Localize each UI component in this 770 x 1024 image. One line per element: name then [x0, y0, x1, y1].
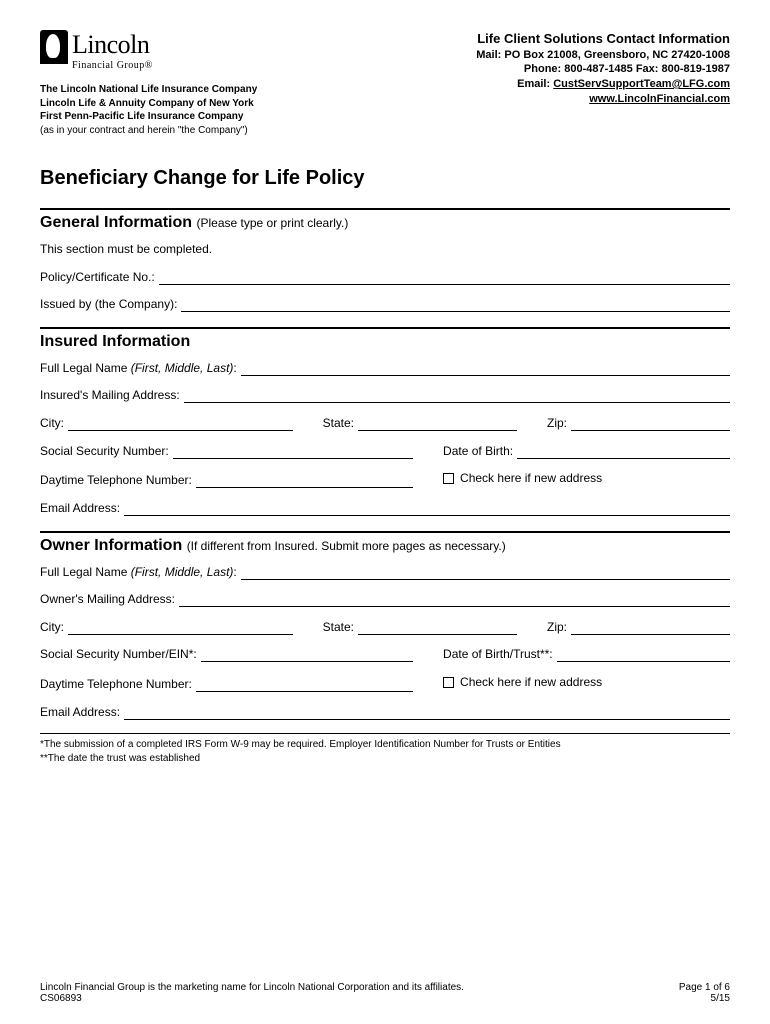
company-info: The Lincoln National Life Insurance Comp…: [40, 83, 257, 137]
insured-dob-label: Date of Birth:: [443, 438, 513, 466]
insured-zip-label: Zip:: [547, 410, 567, 438]
owner-header-text: Owner Information: [40, 537, 182, 554]
owner-newaddr-label: Check here if new address: [460, 669, 602, 697]
insured-city-input[interactable]: [68, 416, 293, 431]
logo-block: Lincoln Financial Group® The Lincoln Nat…: [40, 30, 257, 137]
owner-addr-label: Owner's Mailing Address:: [40, 586, 175, 614]
owner-email-input[interactable]: [124, 705, 730, 720]
general-header: General Information (Please type or prin…: [40, 214, 730, 232]
owner-header-note: (If different from Insured. Submit more …: [187, 539, 506, 553]
contact-title: Life Client Solutions Contact Informatio…: [476, 30, 730, 48]
owner-dob-input[interactable]: [557, 647, 730, 662]
owner-dob-label: Date of Birth/Trust**:: [443, 641, 553, 669]
owner-addr-input[interactable]: [179, 592, 730, 607]
insured-phone-label: Daytime Telephone Number:: [40, 467, 192, 495]
divider-thin: [40, 733, 730, 734]
owner-header: Owner Information (If different from Ins…: [40, 537, 730, 555]
footnotes: *The submission of a completed IRS Form …: [40, 738, 730, 766]
divider: [40, 208, 730, 210]
footer-formcode: CS06893: [40, 993, 464, 1004]
owner-city-input[interactable]: [68, 620, 293, 635]
footer-page: Page 1 of 6: [679, 982, 730, 993]
owner-zip-input[interactable]: [571, 620, 730, 635]
insured-state-input[interactable]: [358, 416, 517, 431]
owner-phone-input[interactable]: [196, 677, 413, 692]
owner-state-label: State:: [323, 614, 354, 642]
logo-subtitle: Financial Group®: [72, 60, 153, 71]
insured-addr-input[interactable]: [184, 388, 730, 403]
insured-addr-label: Insured's Mailing Address:: [40, 382, 180, 410]
issued-by-input[interactable]: [181, 297, 730, 312]
issued-by-label: Issued by (the Company):: [40, 291, 177, 319]
policy-no-input[interactable]: [159, 270, 730, 285]
footer-marketing: Lincoln Financial Group is the marketing…: [40, 982, 464, 993]
owner-newaddr-checkbox[interactable]: [443, 677, 454, 688]
owner-city-label: City:: [40, 614, 64, 642]
divider: [40, 531, 730, 533]
general-must: This section must be completed.: [40, 236, 730, 264]
insured-zip-input[interactable]: [571, 416, 730, 431]
insured-name-input[interactable]: [241, 361, 730, 376]
footnote-2: **The date the trust was established: [40, 752, 730, 766]
owner-zip-label: Zip:: [547, 614, 567, 642]
insured-newaddr-label: Check here if new address: [460, 465, 602, 493]
contact-mail: Mail: PO Box 21008, Greensboro, NC 27420…: [476, 48, 730, 63]
owner-ssn-label: Social Security Number/EIN*:: [40, 641, 197, 669]
insured-ssn-input[interactable]: [173, 444, 413, 459]
company-line-1: The Lincoln National Life Insurance Comp…: [40, 83, 257, 97]
insured-email-input[interactable]: [124, 501, 730, 516]
company-note: (as in your contract and herein "the Com…: [40, 124, 257, 138]
footer: Lincoln Financial Group is the marketing…: [40, 982, 730, 1004]
contact-email-label: Email:: [517, 78, 553, 90]
owner-state-input[interactable]: [358, 620, 517, 635]
owner-phone-label: Daytime Telephone Number:: [40, 671, 192, 699]
insured-ssn-label: Social Security Number:: [40, 438, 169, 466]
footer-date: 5/15: [679, 993, 730, 1004]
insured-header: Insured Information: [40, 333, 730, 351]
owner-email-label: Email Address:: [40, 699, 120, 727]
company-line-3: First Penn-Pacific Life Insurance Compan…: [40, 110, 257, 124]
insured-name-label: Full Legal Name (First, Middle, Last):: [40, 355, 237, 383]
insured-phone-input[interactable]: [196, 473, 413, 488]
contact-phone: Phone: 800-487-1485 Fax: 800-819-1987: [476, 62, 730, 77]
general-header-text: General Information: [40, 214, 192, 231]
contact-web-link[interactable]: www.LincolnFinancial.com: [589, 93, 730, 105]
insured-email-label: Email Address:: [40, 495, 120, 523]
owner-name-label: Full Legal Name (First, Middle, Last):: [40, 559, 237, 587]
insured-city-label: City:: [40, 410, 64, 438]
policy-no-label: Policy/Certificate No.:: [40, 264, 155, 292]
contact-email-row: Email: CustServSupportTeam@LFG.com: [476, 77, 730, 92]
form-title: Beneficiary Change for Life Policy: [40, 167, 730, 190]
lincoln-logo-icon: [40, 30, 68, 64]
owner-name-input[interactable]: [241, 565, 730, 580]
owner-ssn-input[interactable]: [201, 647, 413, 662]
logo-name: Lincoln: [72, 30, 153, 60]
insured-state-label: State:: [323, 410, 354, 438]
insured-newaddr-checkbox[interactable]: [443, 473, 454, 484]
divider: [40, 327, 730, 329]
contact-email-link[interactable]: CustServSupportTeam@LFG.com: [553, 78, 730, 90]
insured-dob-input[interactable]: [517, 444, 730, 459]
contact-block: Life Client Solutions Contact Informatio…: [476, 30, 730, 137]
general-header-note: (Please type or print clearly.): [196, 216, 348, 230]
company-line-2: Lincoln Life & Annuity Company of New Yo…: [40, 97, 257, 111]
footnote-1: *The submission of a completed IRS Form …: [40, 738, 730, 752]
